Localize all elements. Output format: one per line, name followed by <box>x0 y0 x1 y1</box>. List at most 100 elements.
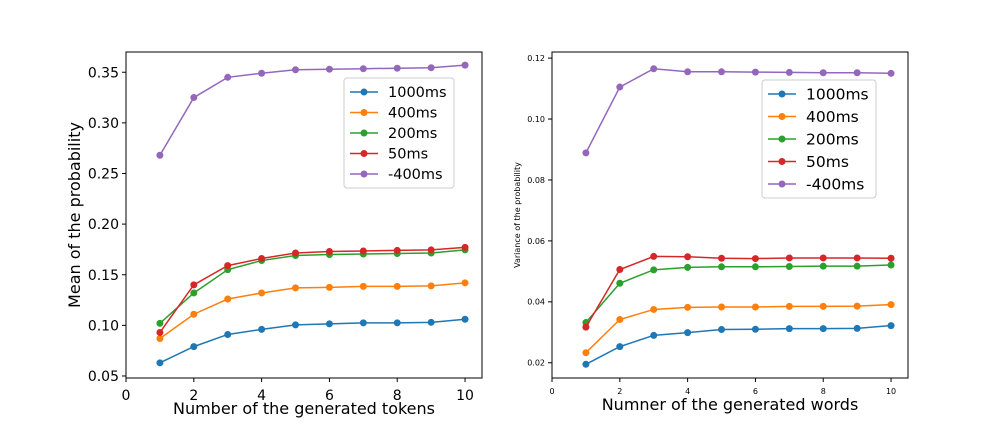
data-point <box>258 325 266 333</box>
x-tick-label: 2 <box>617 387 622 396</box>
data-point <box>650 266 658 274</box>
data-point <box>718 263 726 271</box>
legend-label: 50ms <box>388 147 428 163</box>
legend-label: 400ms <box>806 108 859 126</box>
data-point <box>718 254 726 262</box>
series--400ms <box>156 61 469 159</box>
y-tick-label: 0.20 <box>88 217 119 233</box>
data-point <box>582 349 590 357</box>
legend-swatch-marker <box>778 135 786 143</box>
data-point <box>325 283 333 291</box>
data-point <box>684 303 692 311</box>
series-line <box>159 64 466 156</box>
y-tick-label: 0.02 <box>527 359 545 368</box>
legend-box <box>761 79 877 199</box>
data-point <box>751 303 759 311</box>
series-50ms <box>156 243 469 336</box>
series-1000ms <box>582 322 895 368</box>
data-point <box>853 262 861 270</box>
y-tick-label: 0.05 <box>88 369 119 385</box>
data-point <box>258 255 266 263</box>
x-tick-label: 8 <box>821 387 826 396</box>
data-point <box>359 65 367 73</box>
y-tick-label: 0.12 <box>527 54 545 63</box>
data-point <box>616 83 624 91</box>
series-1000ms <box>156 315 469 367</box>
data-point <box>819 262 827 270</box>
series-400ms <box>582 301 895 357</box>
data-point <box>853 324 861 332</box>
data-point <box>393 246 401 254</box>
legend-swatch-marker <box>778 158 786 165</box>
data-point <box>461 279 469 287</box>
data-point <box>887 261 895 269</box>
series-line <box>585 264 892 324</box>
legend-label: 50ms <box>806 153 849 171</box>
x-tick-label: 10 <box>456 388 474 404</box>
data-point <box>887 254 895 262</box>
y-tick-label: 0.10 <box>527 115 545 124</box>
data-point <box>461 243 469 251</box>
data-point <box>224 73 232 81</box>
legend-swatch-marker <box>360 88 368 96</box>
data-point <box>853 254 861 262</box>
data-point <box>224 330 232 338</box>
x-tick-label: 10 <box>886 387 896 396</box>
data-point <box>258 69 266 77</box>
legend-box <box>343 77 455 189</box>
data-point <box>156 319 164 327</box>
series-line <box>585 324 892 365</box>
legend-label: 200ms <box>806 131 859 149</box>
series-line <box>585 67 892 154</box>
legend-label: -400ms <box>388 167 443 183</box>
plot-frame <box>125 51 483 379</box>
data-point <box>582 149 590 157</box>
data-point <box>427 64 435 72</box>
data-point <box>190 343 198 351</box>
data-point <box>718 68 726 76</box>
data-point <box>393 64 401 72</box>
data-point <box>785 302 793 310</box>
y-axis-label: Variance of the probability <box>513 162 522 268</box>
y-tick-label: 0.15 <box>88 268 119 284</box>
series-line <box>585 255 892 328</box>
series-line <box>159 282 466 340</box>
data-point <box>718 303 726 311</box>
data-point <box>751 255 759 263</box>
legend-label: 200ms <box>388 126 437 142</box>
data-point <box>785 325 793 333</box>
data-point <box>156 335 164 343</box>
data-point <box>224 262 232 270</box>
data-point <box>325 247 333 255</box>
series-400ms <box>156 279 469 343</box>
data-point <box>819 302 827 310</box>
data-point <box>819 325 827 333</box>
data-point <box>819 69 827 77</box>
data-point <box>156 328 164 336</box>
legend-swatch-marker <box>778 113 786 120</box>
plot-frame <box>551 51 909 379</box>
data-point <box>616 316 624 324</box>
x-axis-label: Numner of the generated words <box>602 395 859 414</box>
data-point <box>292 284 300 292</box>
x-tick-label: 0 <box>122 388 131 404</box>
data-point <box>359 247 367 255</box>
y-tick-label: 0.08 <box>527 176 545 185</box>
data-point <box>887 301 895 309</box>
legend-label: -400ms <box>806 176 864 194</box>
legend-label: 1000ms <box>388 85 447 101</box>
data-point <box>751 263 759 271</box>
data-point <box>684 263 692 271</box>
legend-swatch-marker <box>778 90 786 98</box>
data-point <box>156 151 164 159</box>
data-point <box>650 65 658 73</box>
data-point <box>190 289 198 297</box>
y-tick-label: 0.06 <box>527 237 545 246</box>
legend: 1000ms 400ms 200ms 50ms -400ms <box>761 79 877 199</box>
data-point <box>785 262 793 270</box>
x-tick-label: 4 <box>685 387 690 396</box>
y-tick-label: 0.30 <box>88 116 119 132</box>
data-point <box>292 249 300 257</box>
